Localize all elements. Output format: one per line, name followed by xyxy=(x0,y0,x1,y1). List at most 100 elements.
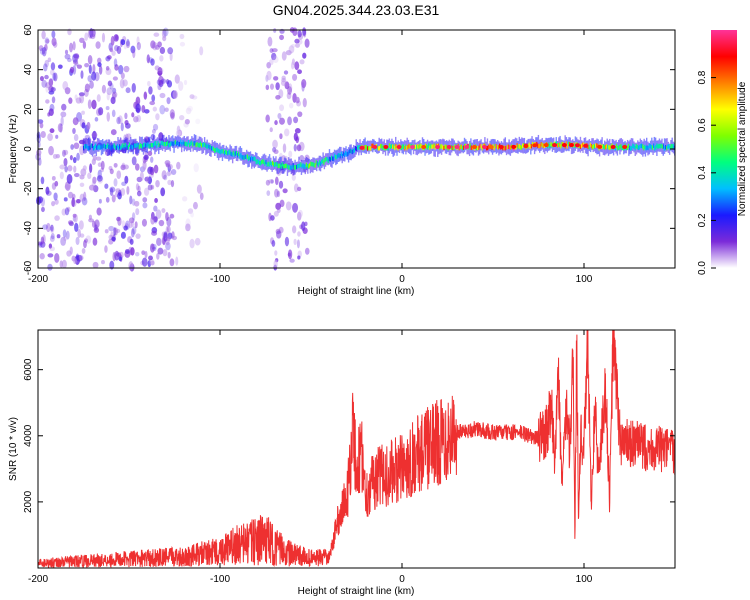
spectrogram-noise-cell xyxy=(72,117,79,126)
spectrogram-ridge-cell xyxy=(352,148,354,154)
spectrogram-noise-cell xyxy=(135,103,141,114)
spectrogram-noise-cell xyxy=(98,107,104,116)
spectrogram-noise-cell xyxy=(80,168,87,177)
spectrogram-ridge-cell xyxy=(662,144,665,149)
spectrogram-noise-cell xyxy=(86,121,91,130)
spectrogram-ridge-cell xyxy=(199,141,202,146)
spectrogram-ridge-cell xyxy=(206,144,208,150)
spectrogram-noise-cell xyxy=(54,252,60,263)
spectrogram-ridge-cell xyxy=(144,142,146,147)
spectrogram-ridge-cell xyxy=(241,155,243,160)
spectrogram-noise-cell xyxy=(64,53,71,60)
snr-y-ticks: 2000 4000 6000 xyxy=(23,358,675,513)
spectrogram-noise-cell xyxy=(55,134,59,139)
spectrogram-ridge-cell xyxy=(432,144,434,149)
spectrogram-ridge-cell xyxy=(342,151,345,156)
spectrogram-ridge-cell xyxy=(582,142,584,147)
spectrogram-ridge-cell xyxy=(128,142,131,147)
spectrogram-noise-cell xyxy=(69,42,73,53)
spectrogram-noise-cell xyxy=(72,156,77,164)
spectrogram-ridge-cell xyxy=(591,145,594,150)
x-tick-label: 0 xyxy=(399,574,405,585)
spectrogram-noise-cell xyxy=(175,256,179,266)
spectrogram-ridge-cell xyxy=(458,146,460,151)
spectrogram-noise-cell xyxy=(153,164,159,174)
spectrogram-noise-cell xyxy=(72,127,76,135)
spectrogram-ridge-halo xyxy=(378,137,380,153)
spectrogram-noise-cell xyxy=(60,116,64,127)
spectrogram-noise-cell xyxy=(63,236,68,241)
spectrogram-ridge-cell xyxy=(137,142,139,148)
spectrogram-ridge-halo xyxy=(149,136,151,149)
spectrogram-noise-cell xyxy=(69,154,73,161)
spectrogram-ridge-cell xyxy=(334,153,336,158)
spectrogram-ridge-cell xyxy=(276,162,278,167)
spectrogram-noise-cell xyxy=(92,154,97,161)
spectrogram-noise-cell xyxy=(294,38,300,44)
spectrogram-noise-cell xyxy=(195,118,201,125)
spectrogram-ridge-cell xyxy=(253,156,255,161)
spectrogram-ridge-halo xyxy=(141,136,143,152)
spectrogram-ridge-cell xyxy=(169,142,171,147)
spectrogram-noise-cell xyxy=(124,112,128,120)
spectrogram-ridge-cell xyxy=(608,145,610,150)
spectrogram-ridge-cell xyxy=(204,142,206,148)
colorbar-ticks: 0.0 0.2 0.4 0.6 0.8 xyxy=(697,70,716,275)
spectrogram-ridge-cell xyxy=(208,145,210,150)
spectrogram-noise-cell xyxy=(182,196,188,202)
spectrogram-ridge-halo xyxy=(211,140,213,153)
snr-panel: -200 -100 0 100 2000 4000 6000 Height of stra… xyxy=(8,329,676,597)
spectrogram-noise-cell xyxy=(50,87,56,92)
spectrogram-noise-cell xyxy=(88,184,95,191)
spectrogram-noise-cell xyxy=(92,64,96,74)
spectrogram-y-ticks: -60 -40 -20 0 20 40 60 xyxy=(23,24,675,275)
colorbar-tick-label: 0.8 xyxy=(697,70,708,84)
spectrogram-noise-cell xyxy=(114,227,118,236)
spectrogram-noise-cell xyxy=(135,163,140,171)
spectrogram-noise-cell xyxy=(297,231,301,237)
spectrogram-noise-cell xyxy=(271,240,276,247)
spectrogram-noise-cell xyxy=(304,38,310,48)
spectrogram-ridge-cell xyxy=(90,143,92,148)
spectrogram-noise-cell xyxy=(38,45,44,52)
spectrogram-ridge-cell xyxy=(649,144,651,149)
spectrogram-ridge-halo xyxy=(642,141,644,157)
spectrogram-ridge-cell xyxy=(304,164,306,169)
spectrogram-noise-cell xyxy=(134,221,138,229)
spectrogram-noise-cell xyxy=(172,90,178,99)
spectrogram-peak xyxy=(464,145,470,150)
spectrogram-ridge-cell xyxy=(615,143,618,149)
spectrogram-ridge-cell xyxy=(192,142,194,147)
spectrogram-noise-cell xyxy=(96,207,102,216)
spectrogram-ridge-halo xyxy=(173,138,175,153)
spectrogram-ridge-halo xyxy=(433,141,435,157)
spectrogram-noise-cell xyxy=(170,179,175,188)
spectrogram-ridge-cell xyxy=(538,143,540,149)
spectrogram-ridge-halo xyxy=(400,139,402,151)
spectrogram-ridge-halo xyxy=(504,137,506,153)
spectrogram-noise-cell xyxy=(132,48,136,59)
spectrogram-noise-cell xyxy=(105,106,110,111)
spectrogram-ridge-halo xyxy=(521,137,523,153)
spectrogram-ridge-halo xyxy=(99,140,101,151)
spectrogram-ridge-cell xyxy=(319,161,322,166)
spectrogram-noise-cell xyxy=(89,80,94,89)
y-tick-label: -40 xyxy=(23,221,34,236)
spectrogram-noise-cell xyxy=(36,149,42,156)
spectrogram-noise-cell xyxy=(150,156,154,163)
spectrogram-noise-cell xyxy=(111,91,118,98)
spectrogram-ridge-halo xyxy=(653,136,656,153)
spectrogram-noise-cell xyxy=(51,200,56,207)
spectrogram-ridge-cell xyxy=(215,147,217,153)
spectrogram-peak xyxy=(488,145,494,150)
spectrogram-noise-cell xyxy=(287,249,293,260)
spectrogram-ridge-cell xyxy=(101,145,103,150)
spectrogram-noise-cell xyxy=(297,69,302,75)
spectrogram-ridge-cell xyxy=(401,144,404,149)
spectrogram-noise-cell xyxy=(137,185,141,193)
spectrogram-ridge-halo xyxy=(437,141,439,157)
spectrogram-noise-cell xyxy=(280,80,287,86)
spectrogram-noise-cell xyxy=(44,59,49,68)
spectrogram-noise-cell xyxy=(50,233,55,240)
